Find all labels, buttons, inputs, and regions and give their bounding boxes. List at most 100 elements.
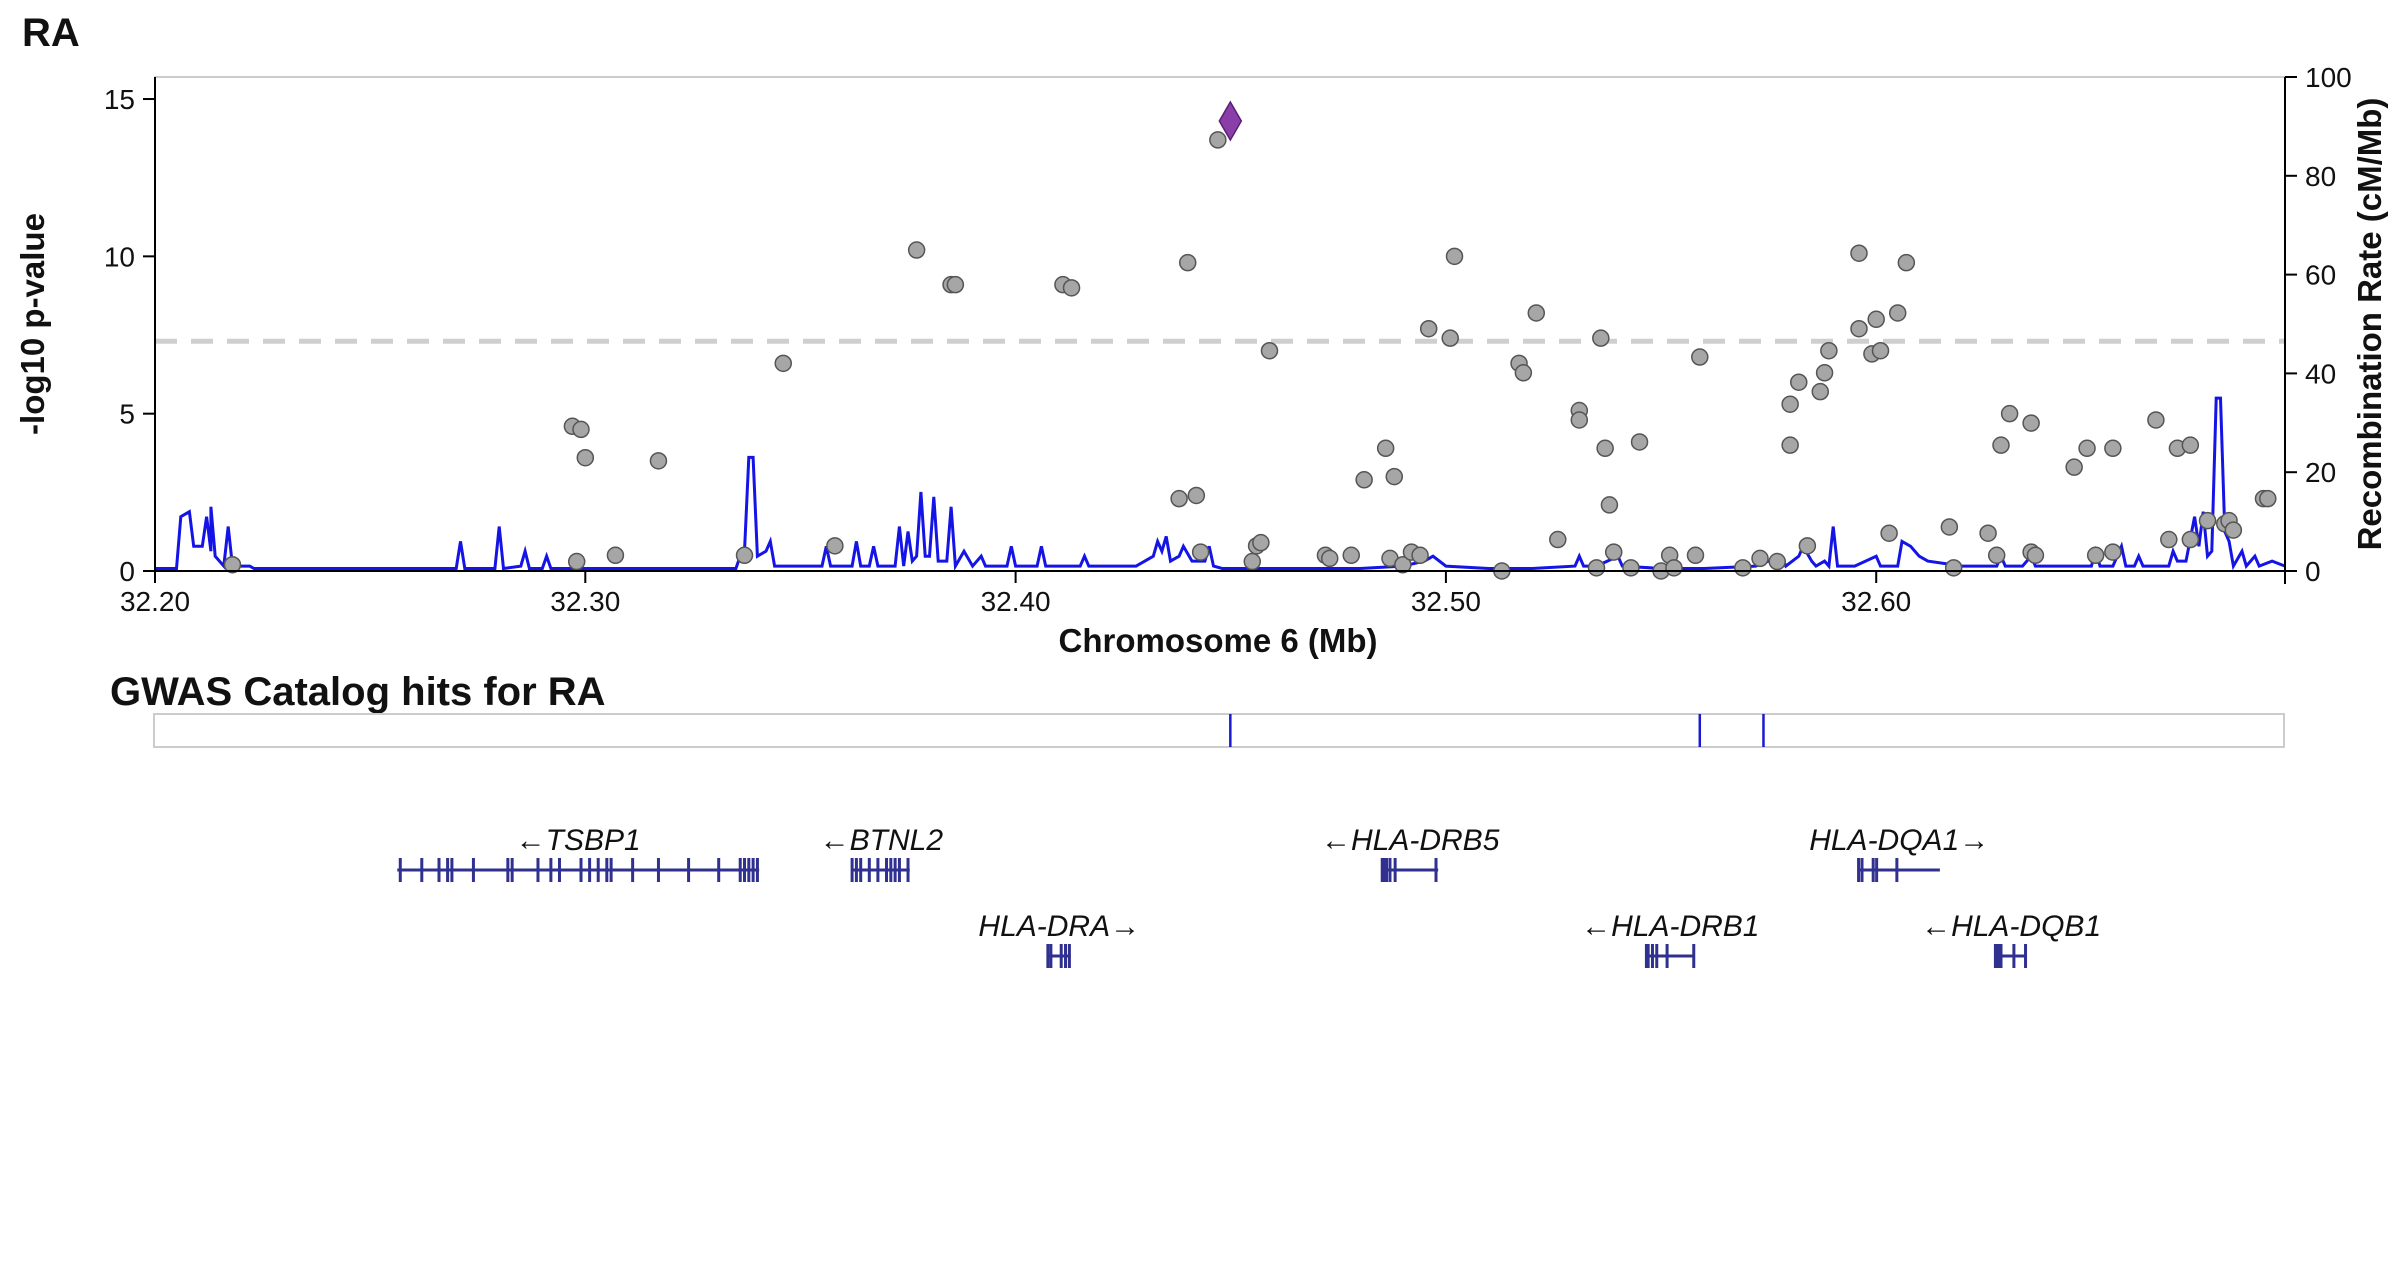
snp-point[interactable] (2147, 411, 2165, 429)
snp-point[interactable] (2181, 530, 2200, 549)
snp-point[interactable] (1600, 496, 1619, 514)
snp-point[interactable] (1596, 439, 1614, 458)
snp-point[interactable] (1768, 552, 1786, 571)
snp-point[interactable] (223, 555, 242, 574)
snp-point[interactable] (1790, 373, 1808, 391)
snp-point[interactable] (1549, 530, 1567, 549)
snp-point[interactable] (1798, 537, 1817, 555)
snp-point[interactable] (1940, 518, 1959, 536)
snp-point[interactable] (1979, 524, 1997, 542)
snp-point[interactable] (2065, 458, 2083, 476)
recombination-rate-line (155, 396, 2286, 572)
snp-point[interactable] (1342, 546, 1360, 565)
snp-point[interactable] (567, 552, 586, 571)
snp-point[interactable] (2078, 439, 2096, 458)
gene-exon (579, 858, 583, 882)
snp-point[interactable] (1320, 549, 1339, 568)
y-axis-title: -log10 p-value (14, 213, 51, 435)
snp-point[interactable] (1062, 279, 1081, 297)
gene[interactable]: ←TSBP1 (397, 824, 760, 882)
snp-point[interactable] (1820, 341, 1838, 360)
gene-exon (1644, 944, 1648, 968)
gene[interactable]: ←HLA-DRB5 (1321, 824, 1500, 882)
snp-point[interactable] (1178, 253, 1197, 272)
gene-exon (850, 858, 854, 882)
snp-point[interactable] (1441, 329, 1459, 347)
snp-point[interactable] (1191, 543, 1210, 561)
gene[interactable]: ←BTNL2 (820, 824, 944, 882)
snp-point[interactable] (576, 448, 595, 467)
snp-point[interactable] (1170, 489, 1188, 508)
snp-point[interactable] (946, 275, 965, 294)
snp-point[interactable] (1888, 304, 1907, 322)
snp-point[interactable] (1781, 395, 1799, 413)
snp-point[interactable] (2022, 414, 2040, 432)
snp-point[interactable] (1587, 559, 1606, 577)
snp-point[interactable] (1419, 319, 1438, 338)
gene-label: ←TSBP1 (516, 824, 641, 857)
snp-point[interactable] (2259, 489, 2277, 508)
snp-point[interactable] (826, 537, 844, 555)
snp-point[interactable] (1880, 524, 1898, 542)
snp-point[interactable] (1850, 244, 1868, 262)
snp-point[interactable] (1897, 253, 1916, 272)
snp-point[interactable] (1815, 364, 1834, 382)
snp-point[interactable] (1850, 319, 1868, 338)
gene[interactable]: HLA-DRA→ (978, 910, 1140, 968)
snp-point[interactable] (2026, 546, 2045, 565)
snp-point[interactable] (1691, 348, 1709, 366)
snp-point[interactable] (1514, 364, 1533, 382)
snp-point[interactable] (1252, 533, 1270, 552)
gene-exon (1064, 944, 1068, 968)
snp-point[interactable] (1445, 247, 1464, 266)
snp-point[interactable] (649, 452, 668, 470)
snp-point[interactable] (1622, 559, 1640, 577)
snp-point[interactable] (1355, 471, 1373, 489)
snp-point[interactable] (1260, 341, 1279, 360)
lead-snp-diamond[interactable] (1218, 100, 1243, 142)
gene[interactable]: HLA-DQA1→ (1809, 824, 1989, 882)
snp-point[interactable] (1867, 310, 1885, 329)
snp-point[interactable] (735, 546, 754, 565)
snp-point[interactable] (2198, 511, 2217, 530)
snp-point[interactable] (2104, 439, 2122, 458)
gene[interactable]: ←HLA-DQB1 (1921, 910, 2101, 968)
snp-point[interactable] (1665, 559, 1683, 577)
snp-point[interactable] (2104, 543, 2122, 561)
snp-point[interactable] (2181, 436, 2200, 454)
snp-point[interactable] (1187, 486, 1206, 505)
snp-point[interactable] (907, 241, 926, 259)
x-tick-label: 32.50 (1411, 586, 1481, 617)
snp-point[interactable] (2224, 521, 2243, 539)
snp-point[interactable] (1243, 552, 1262, 571)
snp-point[interactable] (1630, 433, 1649, 451)
snp-point[interactable] (1944, 559, 1963, 577)
gene[interactable]: ←HLA-DRB1 (1581, 910, 1759, 968)
snp-point[interactable] (1527, 304, 1546, 322)
snp-point[interactable] (2086, 546, 2105, 565)
snp-point[interactable] (1376, 439, 1395, 458)
snp-point[interactable] (1992, 436, 2010, 454)
snp-point[interactable] (1734, 559, 1752, 577)
snp-point[interactable] (1411, 546, 1429, 565)
gene-exon (1999, 944, 2003, 968)
gene-exon (687, 858, 691, 882)
snp-point[interactable] (1592, 329, 1610, 347)
snp-point[interactable] (1604, 543, 1623, 561)
snp-point[interactable] (1686, 546, 1705, 565)
snp-point[interactable] (1570, 411, 1589, 429)
snp-point[interactable] (2160, 530, 2178, 549)
snp-point[interactable] (1781, 436, 1799, 454)
snp-point[interactable] (1394, 555, 1412, 574)
snp-point[interactable] (774, 354, 792, 373)
snp-point[interactable] (1385, 467, 1404, 486)
snp-point[interactable] (1751, 549, 1769, 568)
y2-tick-label: 20 (2305, 457, 2336, 488)
snp-point[interactable] (1209, 131, 1227, 149)
snp-point[interactable] (1871, 341, 1890, 360)
snp-point[interactable] (1987, 546, 2006, 565)
snp-point[interactable] (606, 546, 625, 565)
snp-point[interactable] (572, 420, 590, 439)
snp-point[interactable] (1811, 382, 1830, 401)
snp-point[interactable] (2000, 404, 2019, 423)
